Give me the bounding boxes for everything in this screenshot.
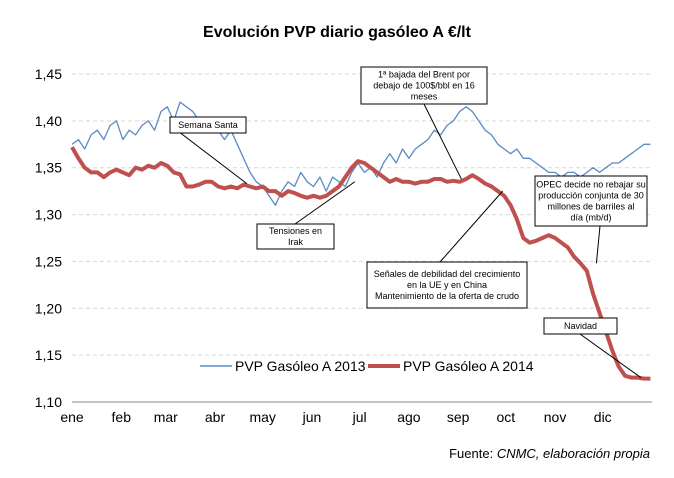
annotation-text: en la UE y en China (407, 280, 487, 290)
y-axis-ticks: 1,10 1,15 1,20 1,25 1,30 1,35 1,40 1,45 (35, 66, 62, 410)
y-tick-label: 1,30 (35, 207, 62, 223)
y-tick-label: 1,25 (35, 253, 62, 269)
annotation-text: Tensiones en (269, 226, 322, 236)
annotation-text: Irak (288, 237, 304, 247)
annotation-text: producción conjunta de 30 (538, 191, 644, 201)
annotation-text: Navidad (564, 321, 597, 331)
annotation-box (366, 261, 528, 309)
annotation-arrow (579, 333, 642, 379)
x-tick-label: ene (60, 409, 84, 425)
annotation-text: Señales de debilidad del crecimiento (374, 269, 521, 279)
annotation-text: día (mb/d) (570, 213, 611, 223)
legend-label-2013: PVP Gasóleo A 2013 (235, 358, 366, 374)
legend-label-2014: PVP Gasóleo A 2014 (403, 358, 534, 374)
annotation: Semana Santa (169, 116, 248, 185)
annotation-arrow (595, 225, 601, 264)
annotation-text: millones de barriles al (547, 202, 634, 212)
annotation-text: Mantenimiento de la oferta de crudo (375, 291, 519, 301)
x-tick-label: jul (352, 409, 367, 425)
annotation-text: OPEC decide no rebajar su (536, 180, 646, 190)
x-tick-label: may (249, 409, 275, 425)
x-tick-label: feb (112, 409, 132, 425)
annotation-text: meses (411, 92, 438, 102)
y-tick-label: 1,15 (35, 347, 62, 363)
source-italic: CNMC, elaboración propia (496, 446, 650, 461)
y-tick-label: 1,40 (35, 113, 62, 129)
legend: PVP Gasóleo A 2013 PVP Gasóleo A 2014 (200, 358, 534, 374)
annotation-arrow (294, 181, 356, 225)
x-tick-label: nov (544, 409, 567, 425)
annotation: Navidad (543, 317, 642, 379)
series-group (70, 101, 651, 381)
x-tick-label: jun (302, 409, 322, 425)
annotation-box (256, 223, 335, 250)
series-line-2014 (70, 146, 651, 381)
x-axis-ticks: ene feb mar abr may jun jul ago sep oct nov dic (60, 409, 611, 425)
annotation-text: 1ª bajada del Brent por (378, 70, 470, 80)
y-tick-label: 1,45 (35, 66, 62, 82)
x-tick-label: oct (496, 409, 515, 425)
x-tick-label: mar (154, 409, 178, 425)
y-tick-label: 1,20 (35, 300, 62, 316)
annotation-text: debajo de 100$/bbl en 16 (373, 81, 475, 91)
annotation-box (169, 116, 247, 134)
annotation-arrow (169, 124, 248, 185)
annotation-text: Semana Santa (178, 120, 238, 130)
annotation-arrow (423, 103, 462, 180)
annotation-box (543, 317, 618, 335)
y-tick-label: 1,10 (35, 394, 62, 410)
annotation-arrow (439, 190, 504, 263)
annotation-box (360, 66, 488, 105)
x-tick-label: dic (594, 409, 612, 425)
y-tick-label: 1,35 (35, 160, 62, 176)
x-tick-label: abr (205, 409, 226, 425)
x-tick-label: ago (397, 409, 421, 425)
source-prefix: Fuente: (449, 446, 497, 461)
chart-title: Evolución PVP diario gasóleo A €/lt (203, 24, 472, 41)
x-tick-label: sep (447, 409, 470, 425)
source-note: Fuente: CNMC, elaboración propia (449, 446, 650, 461)
annotation-box (534, 175, 648, 227)
series-line-2013 (71, 101, 651, 206)
